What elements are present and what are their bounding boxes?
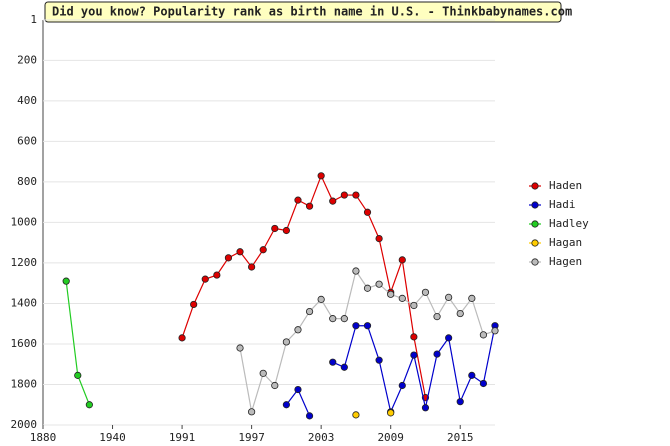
x-tick-label: 2003: [308, 431, 335, 444]
point: [421, 404, 430, 412]
point: [74, 371, 82, 379]
point: [236, 248, 244, 256]
point: [433, 350, 441, 358]
point: [213, 271, 221, 279]
point: [329, 197, 337, 205]
point: [468, 294, 476, 302]
point: [340, 191, 348, 199]
y-tick-label: 800: [17, 175, 37, 188]
point: [271, 381, 279, 390]
point: [456, 309, 464, 318]
point: [491, 327, 499, 335]
point: [329, 358, 337, 366]
point: [410, 351, 418, 359]
legend-label: Hagen: [549, 255, 582, 268]
point: [445, 293, 453, 301]
legend-label: Hagan: [549, 236, 582, 249]
x-tick-label: 2009: [377, 431, 404, 444]
point: [363, 284, 372, 292]
point: [178, 334, 186, 342]
point: [410, 301, 418, 310]
point: [352, 322, 360, 330]
point: [421, 288, 430, 296]
point: [294, 196, 302, 204]
point: [445, 334, 453, 342]
point: [224, 254, 233, 262]
point: [282, 226, 290, 235]
series-line: [181, 174, 427, 398]
x-tick-label: 1880: [30, 431, 57, 444]
point: [271, 224, 279, 233]
y-tick-label: 1200: [11, 256, 38, 269]
y-tick-label: 1400: [11, 296, 38, 309]
point: [352, 267, 360, 275]
y-tick-label: 200: [17, 53, 37, 66]
point: [479, 331, 488, 339]
legend-marker: [531, 239, 539, 247]
x-tick-label: 2015: [447, 431, 474, 444]
y-tick-label: 1000: [11, 215, 38, 228]
point: [190, 300, 198, 309]
point: [363, 208, 372, 216]
point: [317, 172, 325, 180]
y-tick-label: 1600: [11, 337, 38, 350]
point: [282, 401, 290, 409]
point: [352, 411, 360, 419]
point: [352, 191, 360, 199]
legend-marker: [531, 258, 539, 266]
point: [305, 307, 314, 316]
chart-title: Did you know? Popularity rank as birth n…: [52, 5, 572, 19]
point: [294, 326, 302, 334]
legend-label: Hadley: [549, 217, 589, 230]
x-tick-label: 1997: [238, 431, 265, 444]
point: [305, 202, 314, 210]
point: [248, 408, 256, 416]
legend-label: Hadi: [549, 198, 576, 211]
point: [201, 275, 209, 283]
point: [375, 235, 383, 243]
legend-marker: [531, 182, 539, 190]
point: [85, 401, 93, 409]
point: [456, 398, 464, 406]
point: [410, 333, 418, 341]
legend-marker: [531, 220, 539, 228]
point: [340, 315, 348, 323]
point: [329, 315, 337, 323]
point: [236, 344, 244, 352]
point: [317, 295, 325, 303]
point: [398, 256, 406, 264]
y-tick-label: 400: [17, 94, 37, 107]
point: [398, 294, 406, 302]
point: [248, 263, 256, 271]
point: [62, 277, 70, 285]
point: [387, 290, 395, 298]
point: [340, 363, 348, 371]
title-box: [44, 1, 562, 23]
legend-marker: [531, 201, 539, 209]
point: [305, 412, 314, 420]
x-tick-label: 1991: [169, 431, 196, 444]
point: [259, 369, 267, 377]
y-tick-label: 1800: [11, 377, 38, 390]
y-tick-label: 2000: [11, 418, 38, 431]
point: [282, 338, 290, 346]
y-tick-label: 600: [17, 134, 37, 147]
point: [259, 246, 267, 254]
point: [363, 322, 372, 330]
point: [294, 385, 302, 394]
point: [398, 381, 406, 390]
x-tick-label: 1940: [99, 431, 126, 444]
point: [479, 379, 488, 388]
point: [375, 356, 383, 364]
y-tick-label: 1: [30, 13, 37, 26]
point: [468, 371, 476, 379]
point: [387, 409, 395, 417]
point: [433, 313, 441, 321]
legend-label: Haden: [549, 179, 582, 192]
point: [375, 280, 383, 288]
